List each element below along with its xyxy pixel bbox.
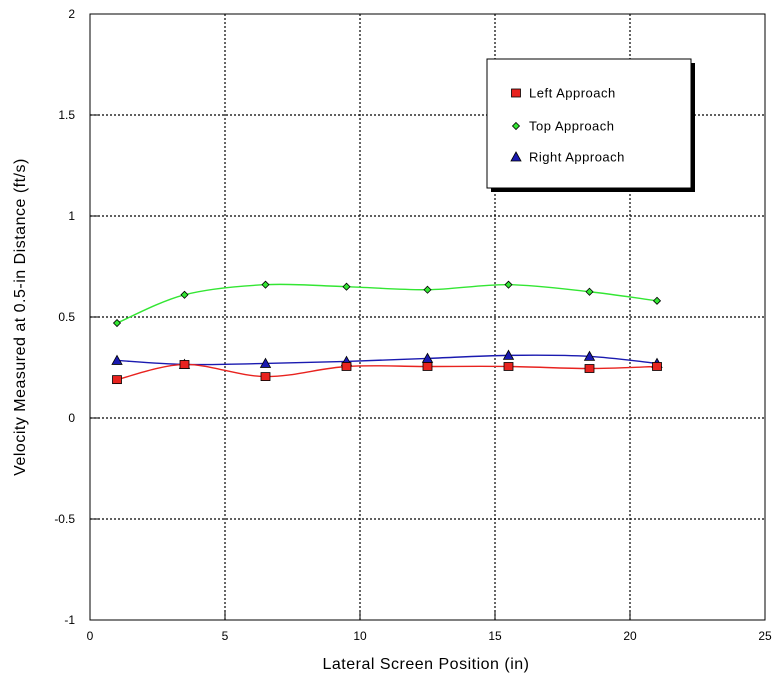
data-point [259, 357, 272, 368]
data-point [179, 360, 190, 369]
series-group [111, 280, 663, 385]
series-top-approach [112, 280, 662, 328]
legend-box [486, 58, 692, 189]
data-point [584, 364, 595, 373]
y-tick-label: 1 [68, 209, 75, 223]
y-tick-label: -0.5 [54, 512, 75, 526]
data-point [261, 280, 270, 289]
y-tick-label: 1.5 [58, 108, 75, 122]
series-left-approach [112, 360, 662, 385]
y-tick-label: 2 [68, 7, 75, 21]
legend-label: Top Approach [529, 119, 615, 134]
data-point [423, 285, 432, 294]
legend-marker-diamond [511, 121, 521, 131]
y-axis-title: Velocity Measured at 0.5-in Distance (ft… [12, 158, 29, 476]
data-point [502, 349, 515, 360]
x-tick-label: 0 [87, 629, 94, 643]
data-point [112, 375, 122, 385]
data-point [583, 350, 596, 361]
data-point [111, 354, 123, 365]
data-point [504, 280, 513, 289]
legend: Left Approach Top Approach Right Approach [486, 58, 695, 192]
legend-marker-triangle [510, 151, 522, 162]
series-line [116, 283, 658, 324]
x-tick-label: 20 [623, 629, 637, 643]
y-tick-label: -1 [64, 613, 75, 627]
data-point [422, 362, 433, 371]
series-line [116, 363, 658, 381]
x-tick-label: 15 [488, 629, 502, 643]
data-point [652, 362, 662, 371]
x-tick-label: 5 [222, 629, 229, 643]
data-point [585, 287, 594, 296]
x-tick-label: 25 [758, 629, 772, 643]
data-point [652, 296, 662, 305]
legend-label: Left Approach [529, 86, 616, 101]
data-point [342, 282, 351, 291]
data-point [112, 318, 122, 328]
axis-ticks: 0 5 10 15 20 25 -1 -0.5 0 0.5 1 1.5 2 [54, 7, 772, 643]
legend-label: Right Approach [529, 150, 625, 165]
data-point [503, 362, 514, 371]
data-point [260, 372, 271, 381]
legend-items: Left Approach Top Approach Right Approach [510, 86, 625, 165]
legend-marker-square [511, 88, 521, 98]
x-axis-title: Lateral Screen Position (in) [323, 656, 530, 673]
x-tick-label: 10 [353, 629, 367, 643]
y-tick-label: 0.5 [58, 310, 75, 324]
data-point [180, 290, 189, 299]
series-line [116, 354, 658, 366]
data-point [341, 362, 352, 371]
y-tick-label: 0 [68, 411, 75, 425]
